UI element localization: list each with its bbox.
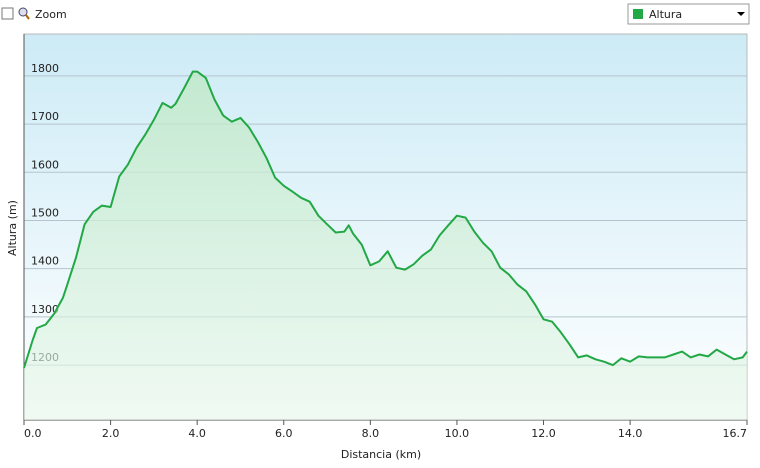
elevation-line	[23, 70, 748, 369]
x-tick-label: 16.7	[723, 427, 748, 440]
y-tick-label: 1600	[31, 158, 59, 171]
x-tick-label: 4.0	[188, 427, 206, 440]
x-axis-label: Distancia (km)	[341, 448, 421, 461]
y-axis-label: Altura (m)	[6, 200, 19, 256]
zoom-icon	[18, 7, 28, 17]
zoom-label[interactable]: Zoom	[35, 8, 67, 21]
x-tick-label: 0.0	[24, 427, 42, 440]
y-tick-label: 1500	[31, 206, 59, 219]
area-fill	[24, 71, 747, 420]
x-tick-label: 14.0	[618, 427, 643, 440]
x-tick-label: 2.0	[102, 427, 120, 440]
x-tick-label: 6.0	[275, 427, 293, 440]
zoom-icon-handle	[25, 14, 30, 20]
dropdown-arrow[interactable]	[737, 12, 745, 16]
x-tick-label: 10.0	[445, 427, 470, 440]
series-dropdown[interactable]	[627, 3, 750, 25]
y-tick-label: 1700	[31, 110, 59, 123]
y-tick-label: 1300	[31, 303, 59, 316]
legend-swatch[interactable]	[633, 9, 643, 19]
y-tick-label: 1400	[31, 255, 59, 268]
zoom-checkbox[interactable]	[1, 7, 14, 20]
x-tick-label: 8.0	[362, 427, 380, 440]
y-tick-label: 1800	[31, 62, 59, 75]
legend-label[interactable]: Altura	[649, 8, 682, 21]
x-tick-label: 12.0	[531, 427, 556, 440]
